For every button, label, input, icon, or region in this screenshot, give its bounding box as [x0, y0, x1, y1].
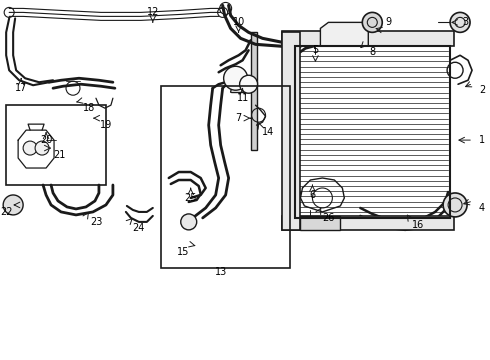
Text: 1: 1 [479, 135, 485, 145]
Text: 26: 26 [322, 213, 335, 223]
Polygon shape [320, 22, 368, 46]
Text: 2: 2 [479, 85, 485, 95]
Bar [283, 32, 300, 230]
Circle shape [181, 214, 196, 230]
Circle shape [223, 66, 247, 90]
Text: 3: 3 [462, 17, 468, 27]
Circle shape [362, 12, 382, 32]
Text: 8: 8 [369, 47, 375, 57]
Circle shape [450, 12, 470, 32]
Text: 17: 17 [15, 83, 27, 93]
Circle shape [35, 141, 49, 155]
Text: 19: 19 [100, 120, 112, 130]
Circle shape [443, 193, 467, 217]
Text: 11: 11 [237, 93, 249, 103]
Text: 16: 16 [412, 220, 424, 230]
Text: 13: 13 [215, 267, 227, 277]
Text: 20: 20 [40, 135, 52, 145]
Text: 23: 23 [90, 217, 102, 227]
Text: 7: 7 [236, 113, 242, 123]
Text: 4: 4 [479, 203, 485, 213]
Text: 10: 10 [232, 17, 245, 27]
Text: 5: 5 [312, 45, 318, 55]
Circle shape [23, 141, 37, 155]
Circle shape [240, 75, 258, 93]
Text: 25: 25 [184, 193, 197, 203]
Bar [6, 105, 106, 185]
Bar [295, 46, 450, 218]
Text: 22: 22 [0, 207, 12, 217]
Text: 15: 15 [176, 247, 189, 257]
Circle shape [3, 195, 23, 215]
Bar [283, 216, 454, 230]
Bar [300, 216, 341, 230]
Text: 21: 21 [53, 150, 65, 160]
Text: 18: 18 [83, 103, 95, 113]
Bar [250, 32, 257, 150]
Text: 6: 6 [309, 190, 316, 200]
Bar [283, 31, 454, 46]
Bar [161, 86, 291, 268]
Text: 12: 12 [147, 8, 159, 17]
Text: 9: 9 [385, 17, 392, 27]
Text: 24: 24 [133, 223, 145, 233]
Text: 14: 14 [263, 127, 275, 137]
